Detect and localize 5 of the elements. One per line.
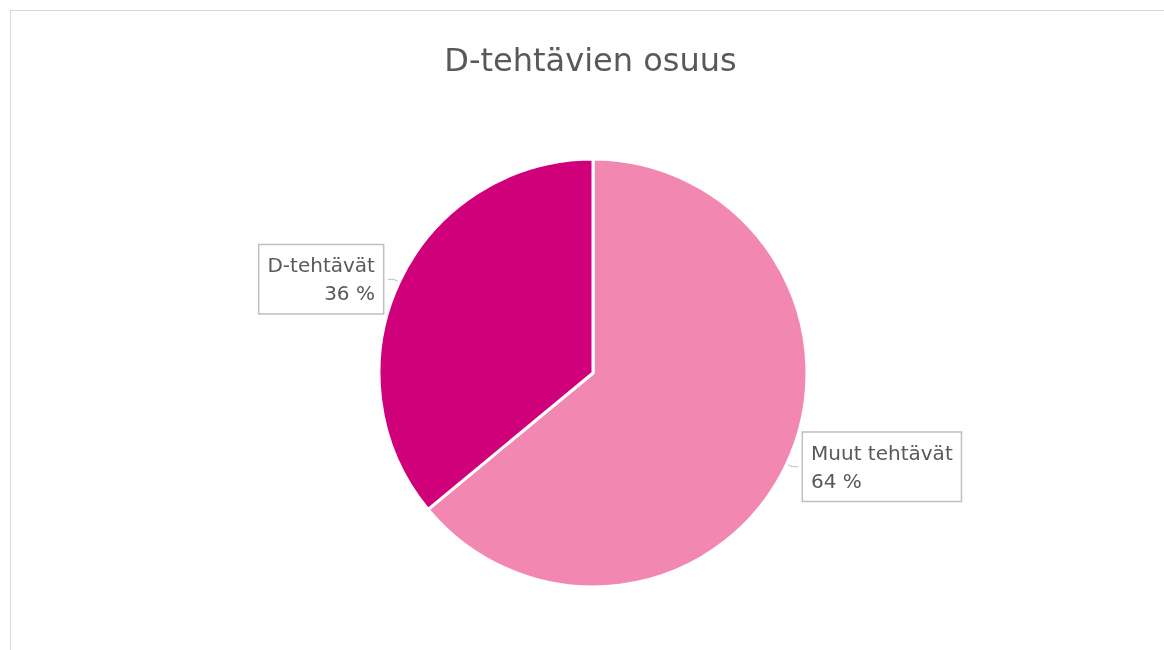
data-label: 36 %	[324, 281, 375, 306]
chart-title: D-tehtävien osuus	[444, 41, 737, 79]
slice-label: D-tehtävät	[267, 253, 376, 278]
data-label: 64 %	[811, 468, 862, 493]
slice-label: Muut tehtävät	[811, 440, 953, 465]
